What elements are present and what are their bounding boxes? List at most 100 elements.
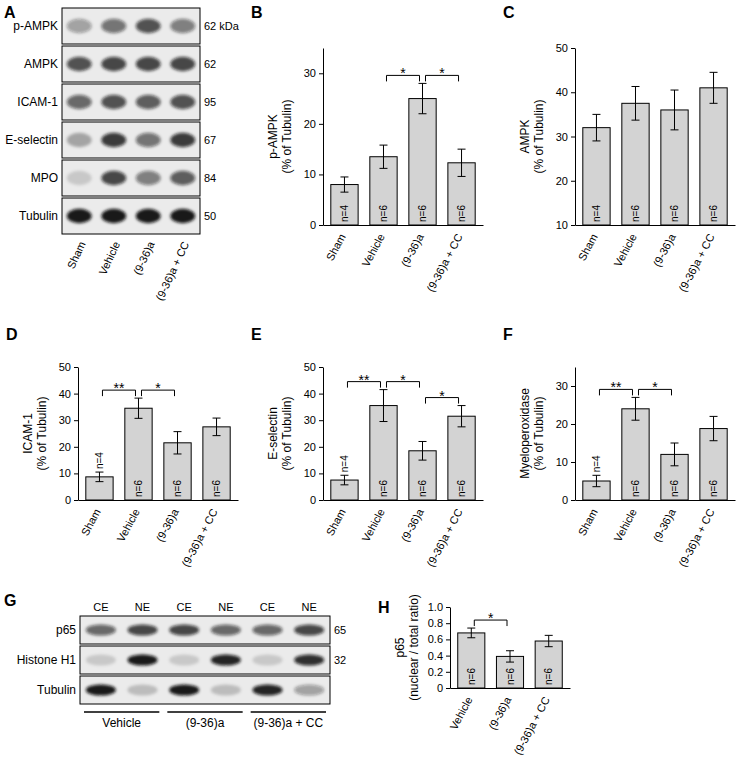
y-tick: 0.8	[428, 617, 450, 629]
x-tick: (9-36)a	[154, 506, 182, 544]
blot-band	[136, 133, 161, 147]
y-tick-label: 0.8	[428, 617, 443, 629]
n-label: n=6	[505, 668, 516, 685]
y-axis: 0102030	[556, 368, 576, 507]
x-tick-label: Sham	[79, 507, 103, 538]
blot-strip	[62, 8, 200, 44]
panel-letter: D	[6, 326, 18, 343]
blot-row-label: Tubulin	[37, 683, 76, 697]
blot-band	[253, 624, 283, 635]
y-tick: 0.6	[428, 633, 450, 645]
y-tick-mark	[319, 367, 323, 368]
blot-band	[136, 95, 161, 109]
y-tick-label: 0.6	[428, 633, 443, 645]
bar-chart: C1020304050AMPK(% of Tubulin)ShamVehicle…	[503, 4, 736, 294]
blot-band	[169, 654, 199, 665]
error-bar-cap	[340, 176, 348, 177]
lane-label: CE	[260, 601, 275, 613]
x-tick-label: Vehicle	[115, 507, 142, 544]
bar-chart: F0102030Myeloperoxidase(% of Tubulin)Sha…	[503, 326, 736, 569]
y-tick: 50	[556, 42, 575, 54]
x-axis: Vehicle(9-36)a(9-36)a + CC	[447, 689, 570, 757]
error-bar-cap	[631, 86, 639, 87]
blot-band	[86, 624, 116, 635]
blot-band	[101, 95, 126, 109]
x-tick-label: Sham	[324, 507, 348, 538]
x-tick: (9-36)a + CC	[676, 232, 717, 294]
blot-band	[67, 171, 92, 185]
error-bar-cap	[671, 465, 679, 466]
blot-size-label: 84	[204, 172, 216, 184]
x-tick-label: Sham	[576, 507, 600, 538]
x-tick: Vehicle	[360, 507, 387, 544]
y-tick-mark	[446, 656, 450, 657]
plot-marks	[331, 83, 475, 225]
x-tick-label: (9-36)a + CC	[676, 232, 717, 294]
x-tick: (9-36)a	[651, 506, 679, 544]
significance-label: *	[439, 388, 445, 404]
group-label: Vehicle	[102, 716, 141, 730]
y-tick-label: 20	[304, 441, 316, 453]
y-axis: 01020304050	[59, 361, 79, 506]
blot-strip	[62, 198, 200, 234]
y-tick-mark	[319, 225, 323, 226]
y-axis-title: Myeloperoxidase	[518, 388, 532, 479]
error-bar-cap	[592, 140, 600, 141]
y-tick: 30	[304, 414, 323, 426]
x-tick-label: (9-36)a + CC	[424, 507, 465, 569]
error-bar	[419, 441, 427, 460]
x-tick-label: (9-36)a	[399, 506, 427, 544]
error-bar-stem	[383, 390, 384, 422]
blot-band	[136, 19, 161, 33]
error-bar-cap	[419, 460, 427, 461]
blot-band	[170, 133, 195, 147]
error-bar-cap	[545, 635, 553, 636]
n-label: n=4	[591, 205, 602, 222]
x-tick: (9-36)a	[486, 694, 514, 732]
error-bar-cap	[592, 486, 600, 487]
blot-band	[211, 624, 241, 635]
y-tick: 20	[556, 175, 575, 187]
error-bar-stem	[422, 83, 423, 113]
y-tick-mark	[74, 447, 78, 448]
blot-band	[128, 654, 158, 665]
y-axis: 00.20.40.60.81.0	[428, 601, 451, 694]
error-bar-cap	[134, 398, 142, 399]
blot-size-label: 50	[204, 210, 216, 222]
y-axis-line	[323, 49, 324, 226]
y-tick-label: 50	[556, 42, 568, 54]
lane-label: (9-36)a	[131, 239, 157, 277]
y-tick: 20	[556, 418, 575, 430]
x-tick: Sham	[576, 232, 600, 263]
x-tick: (9-36)a	[651, 231, 679, 269]
error-bar	[174, 432, 182, 454]
error-bar	[592, 114, 600, 141]
y-tick: 0	[65, 494, 78, 506]
error-bar-cap	[340, 484, 348, 485]
blot-band	[101, 171, 126, 185]
y-tick-label: 0	[310, 494, 316, 506]
group-label: (9-36)a	[186, 716, 225, 730]
error-bar	[340, 177, 348, 192]
error-bar-stem	[510, 651, 511, 662]
x-tick-label: Vehicle	[360, 232, 387, 269]
blot-row-label: MPO	[31, 171, 58, 185]
y-tick-label: 10	[556, 456, 568, 468]
y-axis-title: (nuclear / total ratio)	[407, 594, 421, 701]
x-tick-label: (9-36)a	[651, 231, 679, 269]
n-label: n=6	[211, 480, 222, 497]
blot-band	[170, 19, 195, 33]
y-tick: 50	[304, 361, 323, 373]
y-tick-label: 30	[304, 67, 316, 79]
y-tick-mark	[74, 473, 78, 474]
x-tick-label: Vehicle	[612, 232, 639, 269]
error-bar-stem	[216, 418, 217, 436]
y-tick-mark	[319, 447, 323, 448]
y-tick: 30	[556, 131, 575, 143]
significance-label: **	[611, 379, 622, 395]
x-tick: Sham	[324, 507, 348, 538]
y-tick-mark	[319, 174, 323, 175]
y-tick-mark	[571, 386, 575, 387]
y-axis-title: AMPK	[518, 119, 532, 153]
x-axis-line	[576, 500, 736, 501]
